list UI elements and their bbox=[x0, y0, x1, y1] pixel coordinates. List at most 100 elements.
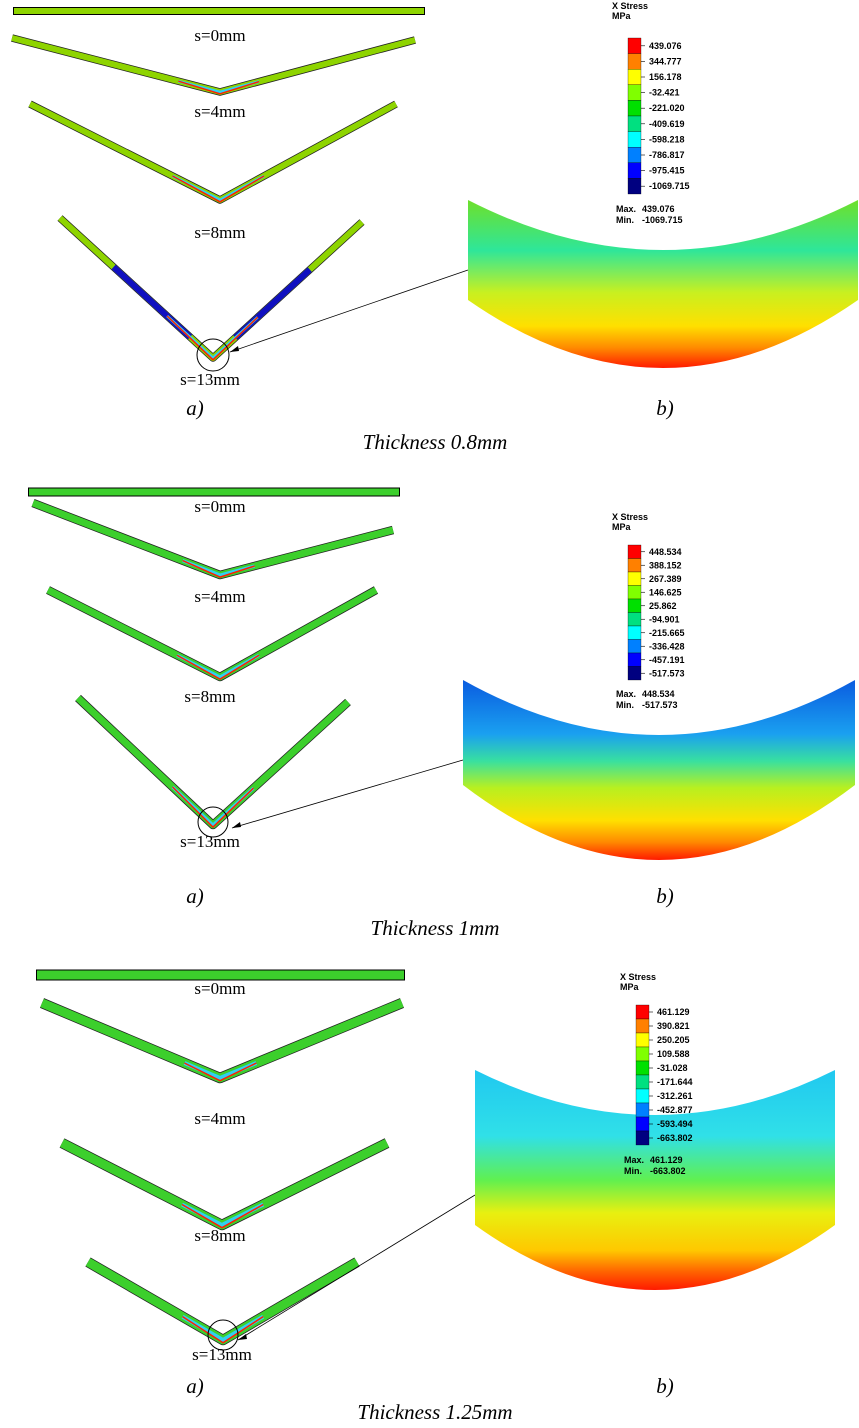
legend-swatch bbox=[628, 85, 641, 101]
stage-label: s=4mm bbox=[194, 587, 245, 606]
legend-swatch bbox=[628, 69, 641, 85]
legend-title: X Stress bbox=[620, 972, 656, 982]
legend-value: 267.389 bbox=[649, 574, 682, 584]
legend-value: -171.644 bbox=[657, 1077, 693, 1087]
legend-min: -1069.715 bbox=[642, 215, 683, 225]
legend-value: 439.076 bbox=[649, 41, 682, 51]
legend-swatch bbox=[636, 1131, 649, 1145]
stage-label: s=8mm bbox=[184, 687, 235, 706]
legend-swatch bbox=[628, 599, 641, 613]
legend-value: -221.020 bbox=[649, 103, 685, 113]
legend-min-label: Min. bbox=[616, 215, 634, 225]
legend-swatch bbox=[628, 54, 641, 70]
legend-swatch bbox=[636, 1005, 649, 1019]
stress-zone bbox=[167, 316, 258, 358]
legend-swatch bbox=[636, 1089, 649, 1103]
legend-value: 390.821 bbox=[657, 1021, 690, 1031]
stress-detail bbox=[468, 200, 858, 368]
subfigure-label: a) bbox=[186, 396, 204, 420]
legend-value: -32.421 bbox=[649, 88, 680, 98]
legend-value: -94.901 bbox=[649, 614, 680, 624]
subfigure-label: b) bbox=[656, 1374, 674, 1398]
subfigure-label: a) bbox=[186, 884, 204, 908]
legend-swatch bbox=[636, 1103, 649, 1117]
legend-min-label: Min. bbox=[624, 1166, 642, 1176]
legend-swatch bbox=[628, 100, 641, 116]
legend-value: -598.218 bbox=[649, 134, 685, 144]
legend-value: 344.777 bbox=[649, 56, 682, 66]
legend-value: -452.877 bbox=[657, 1105, 693, 1115]
detail-arrow-head bbox=[230, 346, 239, 352]
bent-sheet bbox=[42, 1003, 402, 1078]
stress-detail bbox=[475, 1070, 835, 1290]
legend-unit: MPa bbox=[620, 982, 640, 992]
legend-swatch bbox=[628, 38, 641, 54]
legend-min: -663.802 bbox=[650, 1166, 686, 1176]
legend-min-label: Min. bbox=[616, 700, 634, 710]
legend-max-label: Max. bbox=[616, 689, 636, 699]
legend-swatch bbox=[628, 178, 641, 194]
legend-value: 146.625 bbox=[649, 587, 682, 597]
legend-unit: MPa bbox=[612, 522, 632, 532]
subfigure-label: a) bbox=[186, 1374, 204, 1398]
detail-arrow-head bbox=[232, 822, 241, 828]
subfigure-label: b) bbox=[656, 884, 674, 908]
legend-value: -975.415 bbox=[649, 166, 685, 176]
detail-arrow bbox=[238, 1195, 475, 1340]
bent-sheet bbox=[42, 1003, 402, 1078]
caption: Thickness 0.8mm bbox=[363, 430, 508, 454]
legend-value: -215.665 bbox=[649, 628, 685, 638]
stage-label: s=8mm bbox=[194, 1226, 245, 1245]
stage-label: s=13mm bbox=[180, 832, 240, 851]
legend-unit: MPa bbox=[612, 11, 632, 21]
legend-swatch bbox=[628, 132, 641, 148]
bent-sheet bbox=[12, 38, 415, 92]
legend-swatch bbox=[628, 572, 641, 586]
subfigure-label: b) bbox=[656, 396, 674, 420]
legend-swatch bbox=[628, 545, 641, 559]
bent-sheet bbox=[88, 1262, 357, 1340]
legend-max: 439.076 bbox=[642, 204, 675, 214]
legend-min: -517.573 bbox=[642, 700, 678, 710]
legend-max-label: Max. bbox=[616, 204, 636, 214]
figure: s=0mm s=4mm s=8mm s=13mm a) b) Thickness 0.8mm… bbox=[0, 0, 859, 1428]
legend-title: X Stress bbox=[612, 512, 648, 522]
legend-swatch bbox=[636, 1117, 649, 1131]
legend-swatch bbox=[628, 147, 641, 163]
legend-value: -663.802 bbox=[657, 1133, 693, 1143]
stage-label: s=13mm bbox=[180, 370, 240, 389]
legend-swatch bbox=[628, 586, 641, 600]
stage-label: s=13mm bbox=[192, 1345, 252, 1364]
legend-value: 156.178 bbox=[649, 72, 682, 82]
legend-value: 250.205 bbox=[657, 1035, 690, 1045]
legend-value: -312.261 bbox=[657, 1091, 693, 1101]
legend-swatch bbox=[628, 559, 641, 573]
stage-label: s=0mm bbox=[194, 26, 245, 45]
bent-sheet bbox=[62, 1143, 387, 1225]
legend-value: -31.028 bbox=[657, 1063, 688, 1073]
bent-sheet bbox=[12, 38, 415, 92]
legend-value: -409.619 bbox=[649, 119, 685, 129]
detail-arrow bbox=[232, 760, 463, 828]
legend-swatch bbox=[636, 1061, 649, 1075]
legend-value: -336.428 bbox=[649, 641, 685, 651]
bent-sheet bbox=[88, 1262, 357, 1340]
caption: Thickness 1mm bbox=[371, 916, 500, 940]
legend-swatch bbox=[628, 116, 641, 132]
legend-max: 448.534 bbox=[642, 689, 675, 699]
stage-label: s=0mm bbox=[194, 979, 245, 998]
legend-value: -1069.715 bbox=[649, 181, 690, 191]
stage-label: s=4mm bbox=[194, 102, 245, 121]
legend-swatch bbox=[628, 626, 641, 640]
legend-value: 109.588 bbox=[657, 1049, 690, 1059]
caption: Thickness 1.25mm bbox=[357, 1400, 512, 1424]
legend-swatch bbox=[628, 653, 641, 667]
legend-swatch bbox=[636, 1033, 649, 1047]
legend-value: -517.573 bbox=[649, 668, 685, 678]
bent-sheet bbox=[62, 1143, 387, 1225]
legend-value: 388.152 bbox=[649, 560, 682, 570]
legend-swatch bbox=[628, 163, 641, 179]
legend-value: -457.191 bbox=[649, 655, 685, 665]
stage-label: s=4mm bbox=[194, 1109, 245, 1128]
legend-swatch bbox=[628, 667, 641, 681]
